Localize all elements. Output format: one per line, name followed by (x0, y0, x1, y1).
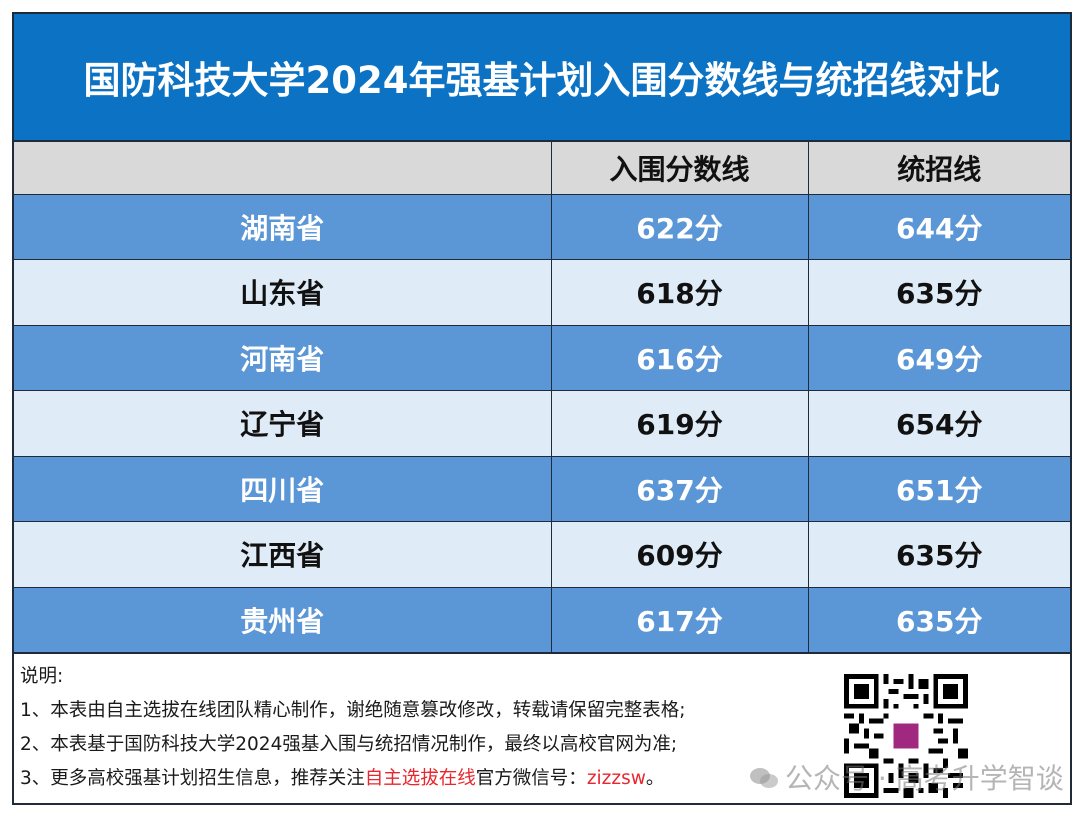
notes-section: 说明: 1、本表由自主选拔在线团队精心制作，谢绝随意篡改修改，转载请保留完整表格… (14, 653, 1070, 803)
table-row: 四川省 637分 651分 (14, 455, 1070, 522)
province-cell: 河南省 (14, 324, 552, 391)
page-title: 国防科技大学2024年强基计划入围分数线与统招线对比 (83, 59, 1001, 102)
province-cell: 江西省 (14, 521, 552, 588)
header-regular-score: 统招线 (807, 142, 1070, 195)
table-row: 江西省 609分 635分 (14, 521, 1070, 588)
table-row: 山东省 618分 635分 (14, 259, 1070, 326)
score-comparison-sheet: 国防科技大学2024年强基计划入围分数线与统招线对比 入围分数线 统招线 湖南省… (12, 12, 1072, 805)
shortlist-score-cell: 622分 (550, 193, 809, 260)
table-row: 贵州省 617分 635分 (14, 586, 1070, 653)
regular-score-cell: 649分 (807, 324, 1070, 391)
province-cell: 山东省 (14, 259, 552, 326)
province-cell: 四川省 (14, 455, 552, 522)
province-cell: 湖南省 (14, 193, 552, 260)
watermark: 公众号 · 高考升学智谈 (749, 762, 1064, 796)
note-line-2: 2、本表基于国防科技大学2024强基入围与统招情况制作，最终以高校官网为准; (20, 734, 678, 755)
regular-score-cell: 635分 (807, 259, 1070, 326)
shortlist-score-cell: 619分 (550, 390, 809, 457)
table-header-row: 入围分数线 统招线 (14, 142, 1070, 195)
regular-score-cell: 651分 (807, 455, 1070, 522)
province-cell: 辽宁省 (14, 390, 552, 457)
wechat-id: zizzsw (586, 768, 646, 789)
account-name-highlight: 自主选拔在线 (364, 768, 476, 789)
table-row: 辽宁省 619分 654分 (14, 390, 1070, 457)
shortlist-score-cell: 637分 (550, 455, 809, 522)
score-table: 入围分数线 统招线 湖南省 622分 644分 山东省 618分 635分 河南… (14, 142, 1070, 653)
regular-score-cell: 635分 (807, 586, 1070, 653)
regular-score-cell: 635分 (807, 521, 1070, 588)
province-cell: 贵州省 (14, 586, 552, 653)
shortlist-score-cell: 618分 (550, 259, 809, 326)
wechat-icon (750, 768, 778, 788)
notes-heading: 说明: (20, 666, 64, 687)
header-shortlist-score: 入围分数线 (550, 142, 809, 195)
note-line-1: 1、本表由自主选拔在线团队精心制作，谢绝随意篡改修改，转载请保留完整表格; (20, 700, 686, 721)
regular-score-cell: 654分 (807, 390, 1070, 457)
note-line-3-suffix: 。 (645, 768, 665, 789)
regular-score-cell: 644分 (807, 193, 1070, 260)
shortlist-score-cell: 617分 (550, 586, 809, 653)
title-bar: 国防科技大学2024年强基计划入围分数线与统招线对比 (14, 14, 1070, 142)
qr-code-icon (844, 674, 968, 798)
note-line-3-prefix: 3、更多高校强基计划招生信息，推荐关注 (20, 768, 365, 789)
shortlist-score-cell: 616分 (550, 324, 809, 391)
shortlist-score-cell: 609分 (550, 521, 809, 588)
table-row: 湖南省 622分 644分 (14, 193, 1070, 260)
header-province (14, 142, 552, 195)
watermark-text: 公众号 · 高考升学智谈 (785, 762, 1064, 795)
note-line-3: 3、更多高校强基计划招生信息，推荐关注自主选拔在线官方微信号：zizzsw。 (20, 762, 1070, 796)
note-line-3-middle: 官方微信号： (475, 768, 587, 789)
table-row: 河南省 616分 649分 (14, 324, 1070, 391)
